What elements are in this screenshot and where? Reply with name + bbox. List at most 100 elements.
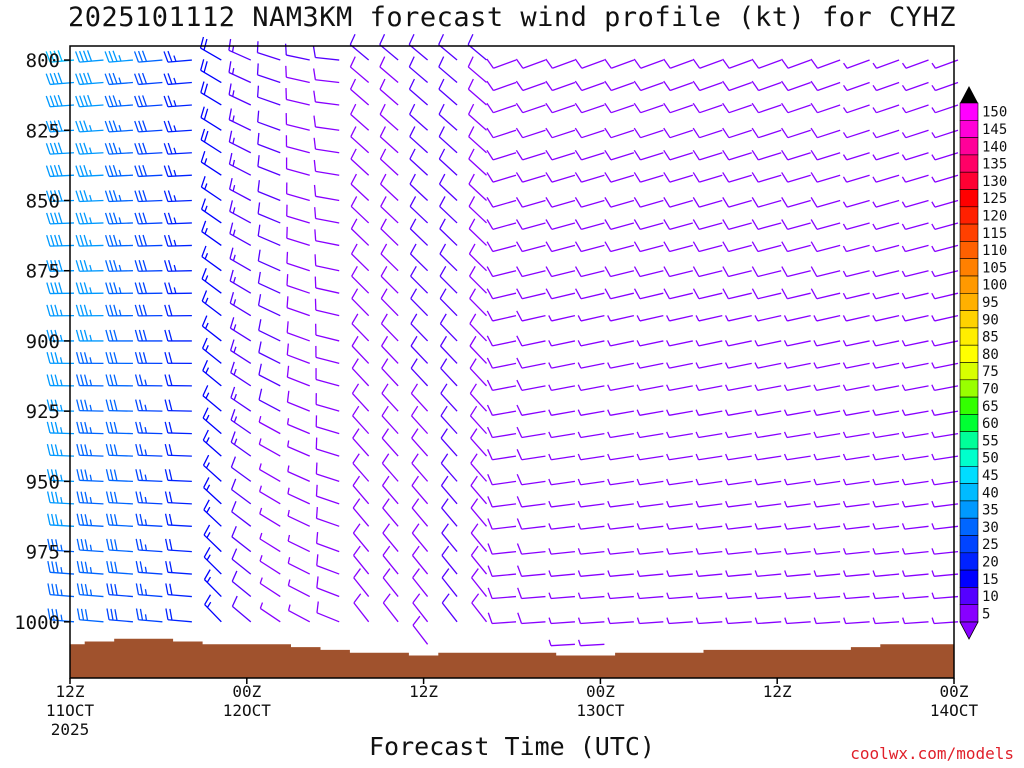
wind-barb — [315, 368, 340, 387]
wind-barb — [666, 548, 693, 555]
barb-feather — [47, 583, 51, 595]
barb-feather — [574, 219, 582, 230]
barb-staff — [640, 59, 664, 69]
barb-staff — [845, 621, 870, 625]
barb-staff — [380, 253, 399, 272]
barb-staff — [787, 362, 811, 369]
barb-staff — [581, 129, 605, 139]
barb-feather — [286, 321, 289, 333]
barb-half-feather — [118, 147, 122, 154]
wind-barb — [314, 276, 340, 294]
barb-feather — [168, 282, 173, 294]
wind-barb — [722, 241, 752, 253]
barb-feather — [469, 288, 476, 299]
barb-staff — [728, 59, 752, 69]
wind-barb — [351, 358, 370, 387]
barb-feather — [165, 561, 169, 573]
barb-staff — [521, 503, 546, 508]
wind-barb — [134, 164, 163, 178]
barb-staff — [609, 595, 634, 600]
barb-half-feather — [205, 367, 210, 374]
barb-half-feather — [725, 592, 729, 599]
wind-barb — [751, 288, 782, 300]
barb-staff — [521, 573, 546, 577]
barb-feather — [76, 608, 81, 620]
barb-staff — [698, 222, 723, 230]
wind-barb — [842, 152, 870, 161]
wind-barb — [287, 440, 310, 457]
barb-staff — [257, 213, 281, 224]
wind-barb — [872, 570, 900, 577]
barb-feather — [84, 469, 89, 481]
barb-staff — [610, 174, 635, 183]
wind-barb — [636, 453, 664, 461]
barb-feather — [54, 329, 59, 342]
barb-staff — [816, 550, 841, 555]
barb-staff — [352, 415, 370, 435]
barb-feather — [574, 197, 582, 208]
barb-half-feather — [901, 176, 907, 183]
barb-half-feather — [872, 592, 876, 599]
barb-feather — [139, 399, 144, 411]
barb-feather — [83, 259, 89, 272]
barb-half-feather — [842, 132, 848, 139]
barb-staff — [231, 489, 252, 505]
barb-feather — [486, 197, 494, 208]
barb-staff — [492, 455, 517, 461]
barb-staff — [521, 340, 546, 347]
barb-feather — [53, 190, 59, 202]
wind-barb — [751, 219, 782, 230]
barb-half-feather — [118, 169, 122, 177]
barb-staff — [316, 473, 340, 482]
barb-staff — [551, 292, 576, 300]
wind-barb — [692, 172, 723, 183]
barb-half-feather — [872, 570, 876, 577]
wind-barb — [315, 484, 340, 505]
wind-barb — [692, 197, 723, 208]
barb-staff — [471, 577, 488, 597]
barb-feather — [231, 570, 238, 582]
barb-feather — [231, 500, 237, 513]
barb-feather — [314, 254, 317, 266]
wind-barb — [577, 340, 605, 347]
barb-half-feather — [636, 500, 641, 508]
colorbar-swatch-100 — [959, 275, 979, 294]
barb-feather — [381, 405, 389, 417]
barb-half-feather — [666, 409, 670, 416]
barb-feather — [692, 241, 700, 252]
barb-feather — [352, 405, 360, 417]
barb-staff — [905, 270, 929, 278]
barb-half-feather — [931, 62, 936, 69]
barb-half-feather — [842, 176, 848, 183]
wind-barb — [75, 259, 104, 272]
wind-barb — [380, 265, 399, 294]
barb-staff — [438, 88, 458, 106]
barb-feather — [142, 190, 148, 202]
barb-half-feather — [173, 77, 177, 85]
wind-barb — [607, 478, 634, 486]
barb-feather — [545, 102, 553, 114]
barb-half-feather — [695, 453, 700, 460]
barb-half-feather — [577, 315, 582, 322]
barb-staff — [757, 292, 782, 300]
barb-staff — [412, 602, 429, 623]
colorbar-label-105: 105 — [982, 260, 1007, 276]
y-tick-label-825: 825 — [26, 120, 60, 142]
barb-staff — [438, 158, 458, 176]
barb-feather — [163, 95, 169, 107]
wind-barb — [901, 523, 929, 530]
wind-barb — [722, 149, 752, 161]
barb-half-feather — [232, 159, 236, 167]
barb-half-feather — [59, 334, 63, 342]
barb-feather — [467, 33, 474, 45]
barb-feather — [139, 469, 144, 481]
wind-barb — [548, 617, 575, 625]
wind-barb — [256, 85, 281, 106]
barb-staff — [410, 298, 429, 317]
barb-half-feather — [695, 340, 700, 347]
wind-barb — [105, 282, 133, 295]
wind-barb — [164, 374, 192, 387]
barb-staff — [757, 550, 782, 555]
barb-staff — [382, 485, 399, 505]
